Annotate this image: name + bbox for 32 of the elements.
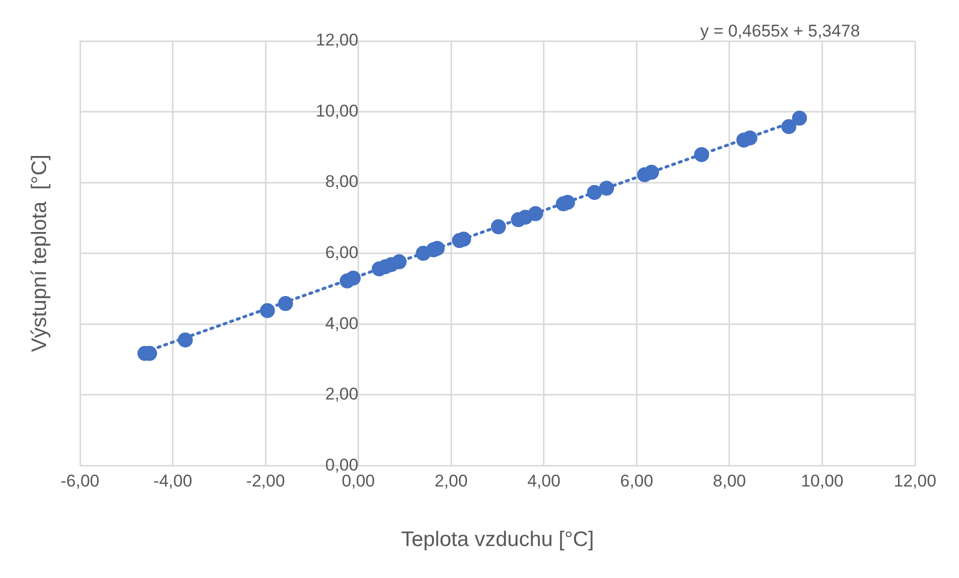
point bbox=[178, 332, 193, 348]
x-tick-label: 8,00 bbox=[712, 471, 746, 490]
point bbox=[586, 184, 602, 200]
y-tick-label: 12,00 bbox=[316, 30, 358, 50]
x-tick-label: 4,00 bbox=[527, 471, 560, 490]
y-tick-label: 4,00 bbox=[325, 314, 358, 333]
y-axis-title: Výstupní teplota [°C] bbox=[28, 154, 51, 352]
text: y = 0,4655x + 5,3478 bbox=[700, 22, 860, 41]
point bbox=[781, 119, 796, 134]
point bbox=[599, 180, 614, 196]
point bbox=[694, 147, 710, 162]
x-tick-label: 10,00 bbox=[800, 471, 844, 490]
point bbox=[742, 130, 758, 146]
y-tick-label: 6,00 bbox=[325, 242, 358, 262]
y-tick-label: 10,00 bbox=[316, 101, 358, 120]
x-tick-label: -4,00 bbox=[153, 471, 192, 490]
x-tick-label: -2,00 bbox=[246, 471, 285, 490]
point bbox=[260, 303, 275, 318]
y-tick-label: 8,00 bbox=[325, 172, 358, 192]
x-tick-label: 2,00 bbox=[434, 471, 468, 490]
point bbox=[528, 206, 544, 222]
point bbox=[490, 219, 506, 234]
y-tick-label: 2,00 bbox=[325, 384, 358, 404]
x-axis-title: Teplota vzduchu [°C] bbox=[401, 528, 594, 551]
point bbox=[392, 254, 407, 270]
point bbox=[644, 164, 660, 180]
point bbox=[792, 110, 807, 126]
x-tick-label: -6,00 bbox=[60, 471, 100, 490]
x-tick-label: 6,00 bbox=[620, 471, 654, 490]
point bbox=[346, 270, 361, 286]
point bbox=[278, 296, 294, 312]
x-tick-label: 12,00 bbox=[894, 471, 936, 490]
